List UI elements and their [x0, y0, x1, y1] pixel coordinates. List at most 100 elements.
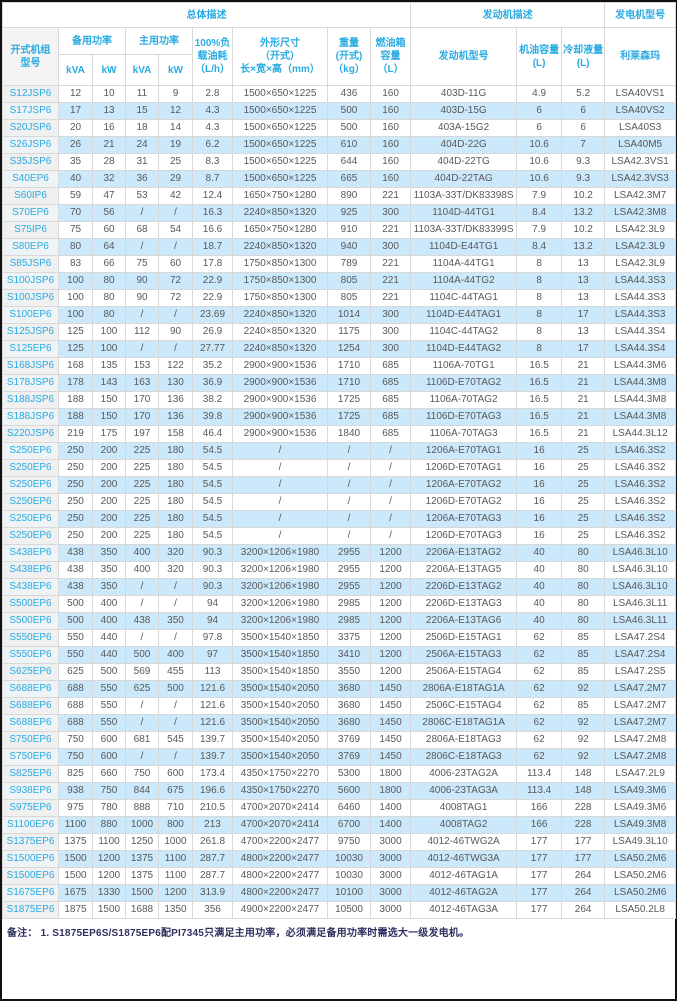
- table-cell: 32: [92, 170, 126, 188]
- table-cell: 3500×1540×1850: [232, 646, 328, 664]
- model-link[interactable]: S17JSP6: [2, 102, 59, 120]
- model-link[interactable]: S250EP6: [2, 442, 59, 460]
- table-cell: 1014: [327, 306, 371, 324]
- model-link[interactable]: S60IP6: [2, 187, 59, 205]
- table-row: S438EP6 438 350//90.3 3200×1206×1980 2955 120…: [2, 578, 677, 596]
- model-link[interactable]: S825EP6: [2, 765, 59, 783]
- model-link[interactable]: S1875EP6: [2, 901, 59, 919]
- model-link[interactable]: S250EP6: [2, 527, 59, 545]
- model-link[interactable]: S35JSP6: [2, 153, 59, 171]
- model-link[interactable]: S75IP6: [2, 221, 59, 239]
- table-row: S1675EP6 1675 1330 1500 1200 313.9 4800×2200×2…: [2, 884, 677, 902]
- table-cell: 177: [561, 850, 606, 868]
- model-link[interactable]: S550EP6: [2, 629, 59, 647]
- model-link[interactable]: S20JSP6: [2, 119, 59, 137]
- table-cell: 7.9: [516, 187, 563, 205]
- table-cell: 287.7: [192, 867, 233, 885]
- table-cell: LSA40M5: [604, 136, 677, 154]
- model-link[interactable]: S1500EP6: [2, 867, 59, 885]
- table-cell: 22.9: [192, 289, 233, 307]
- table-cell: 1450: [369, 680, 412, 698]
- table-cell: 221: [369, 255, 412, 273]
- model-link[interactable]: S938EP6: [2, 782, 59, 800]
- model-link[interactable]: S125JSP6: [2, 323, 59, 341]
- table-row: S100JSP6 100 80 90 72 22.9 1750×850×1300 805 221…: [2, 289, 677, 307]
- table-cell: LSA49.3M6: [604, 799, 677, 817]
- table-row: S100JSP6 100 80 90 72 22.9 1750×850×1300 805 221…: [2, 272, 677, 290]
- table-cell: 20: [58, 119, 93, 137]
- table-cell: LSA47.2S4: [604, 629, 677, 647]
- model-link[interactable]: S975EP6: [2, 799, 59, 817]
- table-cell: /: [158, 595, 193, 613]
- table-cell: LSA46.3S2: [604, 459, 677, 477]
- model-link[interactable]: S178JSP6: [2, 374, 59, 392]
- table-cell: 500: [327, 102, 371, 120]
- table-cell: 36.9: [192, 374, 233, 392]
- table-cell: 200: [92, 510, 126, 528]
- model-link[interactable]: S438EP6: [2, 578, 59, 596]
- model-link[interactable]: S250EP6: [2, 476, 59, 494]
- model-link[interactable]: S250EP6: [2, 510, 59, 528]
- model-link[interactable]: S688EP6: [2, 714, 59, 732]
- model-link[interactable]: S188JSP6: [2, 408, 59, 426]
- model-link[interactable]: S100EP6: [2, 306, 59, 324]
- table-cell: 3500×1540×2050: [232, 697, 328, 715]
- model-link[interactable]: S26JSP6: [2, 136, 59, 154]
- model-link[interactable]: S1675EP6: [2, 884, 59, 902]
- model-link[interactable]: S80EP6: [2, 238, 59, 256]
- table-cell: 2206A-E13TAG5: [410, 561, 518, 579]
- model-link[interactable]: S750EP6: [2, 748, 59, 766]
- table-cell: 2240×850×1320: [232, 306, 328, 324]
- table-cell: 2806C-E18TAG3: [410, 748, 518, 766]
- table-cell: 100: [58, 289, 93, 307]
- table-cell: 90.3: [192, 578, 233, 596]
- table-cell: 113.4: [516, 765, 563, 783]
- model-link[interactable]: S100JSP6: [2, 272, 59, 290]
- model-link[interactable]: S125EP6: [2, 340, 59, 358]
- table-cell: 2506A-E15TAG4: [410, 663, 518, 681]
- model-link[interactable]: S438EP6: [2, 561, 59, 579]
- model-link[interactable]: S250EP6: [2, 459, 59, 477]
- table-body: S12JSP6 12 10 11 9 2.8 1500×650×1225 436 160 403D…: [2, 85, 677, 919]
- model-link[interactable]: S188JSP6: [2, 391, 59, 409]
- footer-note: 备注： 1. S1875EP6S/S1875EP6配PI7345只满足主用功率，…: [2, 919, 675, 944]
- model-link[interactable]: S625EP6: [2, 663, 59, 681]
- table-cell: 121.6: [192, 697, 233, 715]
- table-cell: 3200×1206×1980: [232, 595, 328, 613]
- table-cell: 177: [561, 833, 606, 851]
- model-link[interactable]: S12JSP6: [2, 85, 59, 103]
- table-cell: 1710: [327, 357, 371, 375]
- model-link[interactable]: S1500EP6: [2, 850, 59, 868]
- model-link[interactable]: S85JSP6: [2, 255, 59, 273]
- model-link[interactable]: S438EP6: [2, 544, 59, 562]
- model-link[interactable]: S1100EP6: [2, 816, 59, 834]
- table-cell: 160: [369, 102, 412, 120]
- table-cell: 16.5: [516, 408, 563, 426]
- model-link[interactable]: S250EP6: [2, 493, 59, 511]
- model-link[interactable]: S220JSP6: [2, 425, 59, 443]
- model-link[interactable]: S70EP6: [2, 204, 59, 222]
- table-cell: 1106A-70TAG2: [410, 391, 518, 409]
- table-cell: 94: [192, 612, 233, 630]
- model-link[interactable]: S500EP6: [2, 595, 59, 613]
- table-cell: 8.4: [516, 204, 563, 222]
- table-cell: 1500×650×1225: [232, 85, 328, 103]
- model-link[interactable]: S688EP6: [2, 697, 59, 715]
- model-link[interactable]: S500EP6: [2, 612, 59, 630]
- model-link[interactable]: S100JSP6: [2, 289, 59, 307]
- model-link[interactable]: S168JSP6: [2, 357, 59, 375]
- model-link[interactable]: S40EP6: [2, 170, 59, 188]
- table-cell: 16.5: [516, 425, 563, 443]
- table-cell: 92: [561, 680, 606, 698]
- model-link[interactable]: S550EP6: [2, 646, 59, 664]
- model-link[interactable]: S1375EP6: [2, 833, 59, 851]
- model-link[interactable]: S750EP6: [2, 731, 59, 749]
- model-link[interactable]: S688EP6: [2, 680, 59, 698]
- table-cell: 436: [327, 85, 371, 103]
- table-cell: 221: [369, 289, 412, 307]
- table-cell: /: [327, 442, 371, 460]
- table-cell: 8: [516, 323, 563, 341]
- table-cell: 1106D-E70TAG2: [410, 374, 518, 392]
- table-cell: 1800: [369, 782, 412, 800]
